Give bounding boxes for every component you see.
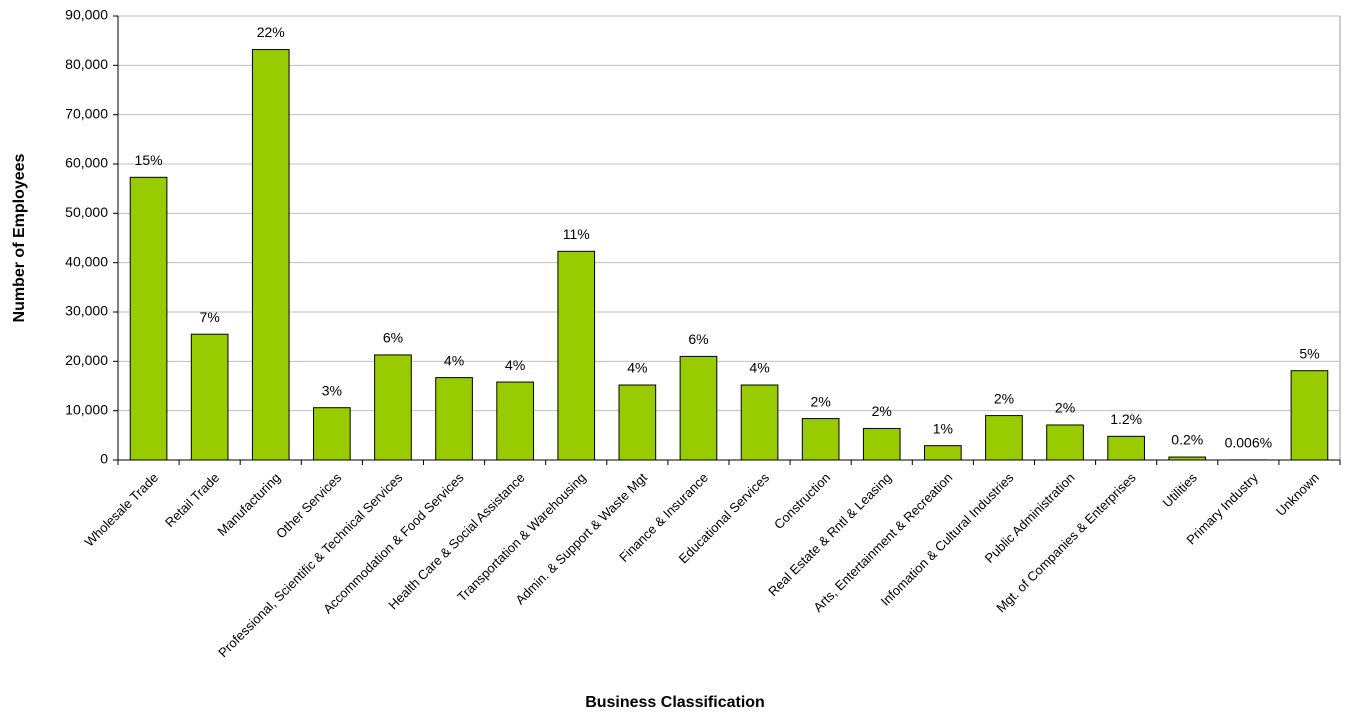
data-label: 6% [383, 330, 403, 346]
bar [1107, 435, 1145, 461]
x-tick-label: Transportation & Warehousing [454, 470, 589, 605]
y-tick-label: 80,000 [65, 56, 108, 72]
y-tick-label: 70,000 [65, 105, 108, 121]
data-label: 2% [872, 403, 892, 419]
bar [801, 418, 840, 461]
y-tick-label: 60,000 [65, 155, 108, 171]
data-label: 3% [322, 382, 342, 398]
bar [862, 427, 901, 461]
x-tick-label: Retail Trade [162, 470, 222, 530]
x-tick-label: Infomation & Cultural Industries [878, 470, 1017, 609]
data-label: 4% [749, 360, 769, 376]
y-tick-label: 10,000 [65, 401, 108, 417]
bar [251, 49, 290, 461]
data-label: 4% [505, 357, 525, 373]
data-label: 7% [200, 309, 220, 325]
bar [679, 355, 718, 461]
bar [1290, 370, 1329, 461]
data-label: 0.2% [1171, 432, 1203, 448]
bar [435, 377, 473, 461]
bar [557, 250, 596, 461]
bar [618, 384, 657, 461]
bar [740, 384, 779, 461]
x-tick-label: Unknown [1273, 470, 1322, 519]
x-tick-label: Wholesale Trade [82, 470, 162, 550]
data-label: 0.006% [1225, 435, 1272, 451]
x-tick-label: Manufacturing [214, 470, 283, 539]
y-tick-label: 20,000 [65, 352, 108, 368]
data-label: 2% [994, 390, 1014, 406]
bar [190, 333, 229, 461]
y-axis-label: Number of Employees [11, 153, 28, 322]
bar [374, 354, 412, 461]
x-tick-label: Utilities [1160, 470, 1201, 511]
y-tick-label: 30,000 [65, 303, 108, 319]
x-tick-label: Real Estate & Rntl & Leasing [765, 470, 894, 599]
plot-area [117, 15, 1341, 461]
data-label: 1.2% [1110, 411, 1142, 427]
data-label: 2% [811, 393, 831, 409]
y-tick-label: 40,000 [65, 253, 108, 269]
x-tick-label: Construction [771, 470, 833, 532]
data-label: 11% [563, 226, 590, 242]
data-label: 1% [933, 420, 953, 436]
data-label: 5% [1299, 345, 1319, 361]
y-tick-label: 50,000 [65, 204, 108, 220]
data-label: 22% [257, 24, 285, 40]
bar [496, 381, 534, 461]
x-tick-label: Admin. & Support & Waste Mgt [512, 470, 650, 608]
bar [129, 176, 168, 461]
bar [1046, 424, 1084, 461]
x-axis-label: Business Classification [585, 694, 765, 711]
data-label: 2% [1055, 400, 1075, 416]
bar [985, 415, 1023, 461]
data-label: 15% [135, 152, 163, 168]
data-label: 4% [627, 360, 647, 376]
bar [924, 445, 962, 461]
bar [1168, 456, 1207, 461]
bar [313, 407, 351, 461]
data-label: 6% [688, 331, 708, 347]
y-tick-label: 0 [100, 451, 108, 467]
data-label: 4% [444, 352, 464, 368]
y-tick-label: 90,000 [65, 7, 108, 23]
